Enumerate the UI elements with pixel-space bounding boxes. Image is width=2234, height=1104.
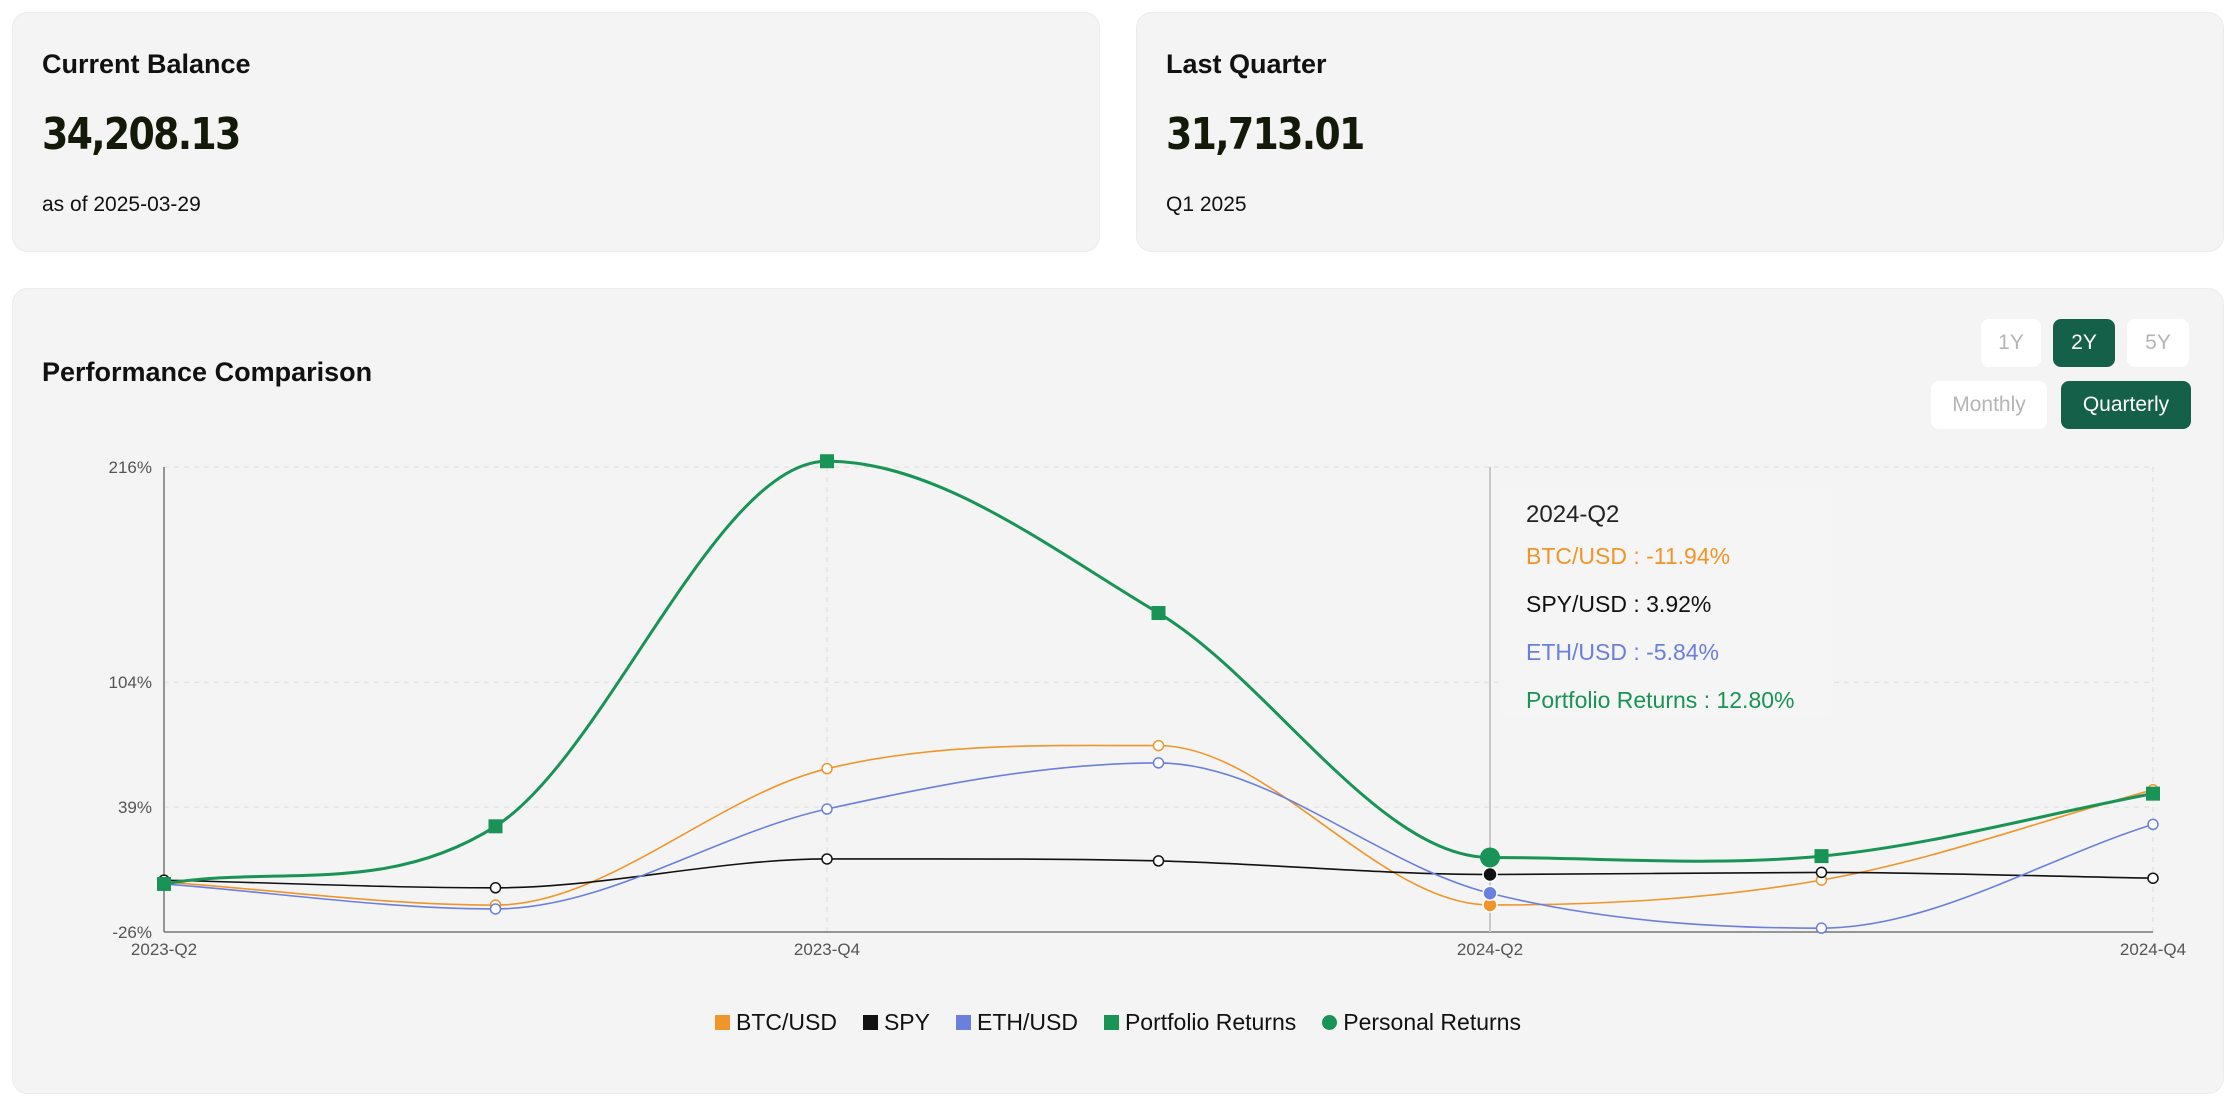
chart-title: Performance Comparison: [42, 357, 373, 387]
legend-label-personal: Personal Returns: [1343, 1009, 1521, 1035]
data-point-eth: [489, 903, 502, 915]
legend-label-btc: BTC/USD: [736, 1009, 837, 1035]
data-point-portfolio: [820, 454, 834, 469]
legend-label-portfolio: Portfolio Returns: [1124, 1009, 1297, 1035]
data-point-portfolio: [157, 876, 171, 891]
last-quarter-card: Last Quarter 31,713.01 Q1 2025: [1136, 12, 2224, 252]
legend-swatch-portfolio: [1103, 1015, 1119, 1030]
current-balance-value: 34,208.13: [42, 109, 241, 160]
x-tick-label: 2023-Q2: [131, 940, 197, 959]
data-point-portfolio: [2146, 786, 2160, 801]
legend-item-spy[interactable]: SPY: [862, 1009, 930, 1036]
data-point-eth: [1815, 922, 1828, 934]
last-quarter-title: Last Quarter: [1166, 49, 1327, 79]
tooltip-portfolio-row: Portfolio Returns : 12.80%: [1526, 687, 1795, 713]
data-point-spy: [1152, 855, 1165, 867]
data-point-eth: [2147, 818, 2159, 831]
legend-item-portfolio[interactable]: Portfolio Returns: [1103, 1009, 1297, 1036]
legend-item-personal[interactable]: Personal Returns: [1322, 1009, 1521, 1036]
data-point-btc: [821, 762, 833, 775]
data-point-spy: [1815, 866, 1828, 879]
y-tick-label: 39%: [118, 798, 152, 817]
range-1y-button[interactable]: 1Y: [1981, 319, 2041, 367]
chart-tooltip: 2024-Q2 BTC/USD : -11.94% SPY/USD : 3.92…: [1501, 487, 1833, 717]
x-tick-label: 2023-Q4: [794, 940, 860, 959]
y-tick-label: 216%: [109, 458, 152, 477]
performance-chart-card: Performance Comparison 1Y 2Y 5Y Monthly …: [12, 288, 2224, 1094]
data-point-spy: [489, 882, 502, 894]
tooltip-btc-row: BTC/USD : -11.94%: [1526, 543, 1731, 569]
current-balance-date: as of 2025-03-29: [42, 193, 201, 216]
series-line-btc: [163, 744, 2154, 906]
interval-monthly-button[interactable]: Monthly: [1931, 381, 2047, 429]
performance-line-chart[interactable]: 216%104%39%-26%2023-Q2 2023-Q4 2024-Q2 2024…: [13, 289, 2223, 1093]
data-point-portfolio: [488, 819, 503, 834]
legend-swatch-personal: [1322, 1015, 1338, 1030]
range-5y-button[interactable]: 5Y: [2127, 319, 2189, 367]
legend-label-eth: ETH/USD: [977, 1009, 1078, 1035]
legend-swatch-btc: [715, 1015, 731, 1030]
highlight-point-portfolio: [1480, 847, 1500, 868]
data-point-portfolio: [1151, 606, 1166, 621]
data-point-spy: [2147, 872, 2159, 884]
legend-swatch-spy: [862, 1015, 878, 1030]
x-tick-label: 2024-Q2: [1457, 940, 1523, 959]
tooltip-title: 2024-Q2: [1526, 501, 1620, 528]
range-2y-button[interactable]: 2Y: [2053, 319, 2115, 367]
data-point-eth: [821, 803, 833, 815]
data-point-btc: [1152, 739, 1165, 752]
highlight-point-spy: [1482, 866, 1498, 883]
legend-item-eth[interactable]: ETH/USD: [956, 1009, 1078, 1036]
interval-quarterly-button[interactable]: Quarterly: [2061, 381, 2191, 429]
current-balance-card: Current Balance 34,208.13 as of 2025-03-…: [12, 12, 1100, 252]
last-quarter-value: 31,713.01: [1166, 109, 1365, 160]
chart-legend: BTC/USD SPY ETH/USD Portfolio Returns Pe…: [13, 1009, 2223, 1036]
series-line-portfolio: [163, 459, 2154, 886]
data-point-eth: [1152, 757, 1165, 769]
last-quarter-period: Q1 2025: [1166, 193, 1247, 216]
legend-item-btc[interactable]: BTC/USD: [715, 1009, 837, 1036]
highlight-point-eth: [1482, 885, 1498, 902]
tooltip-spy-row: SPY/USD : 3.92%: [1526, 591, 1712, 617]
current-balance-title: Current Balance: [42, 49, 251, 79]
legend-swatch-eth: [956, 1015, 971, 1030]
y-tick-label: 104%: [109, 673, 152, 692]
data-point-spy: [821, 853, 833, 865]
x-tick-label: 2024-Q4: [2120, 940, 2186, 959]
tooltip-eth-row: ETH/USD : -5.84%: [1526, 639, 1719, 665]
legend-label-spy: SPY: [883, 1009, 930, 1035]
y-tick-label: -26%: [112, 923, 152, 942]
data-point-portfolio: [1814, 849, 1829, 864]
